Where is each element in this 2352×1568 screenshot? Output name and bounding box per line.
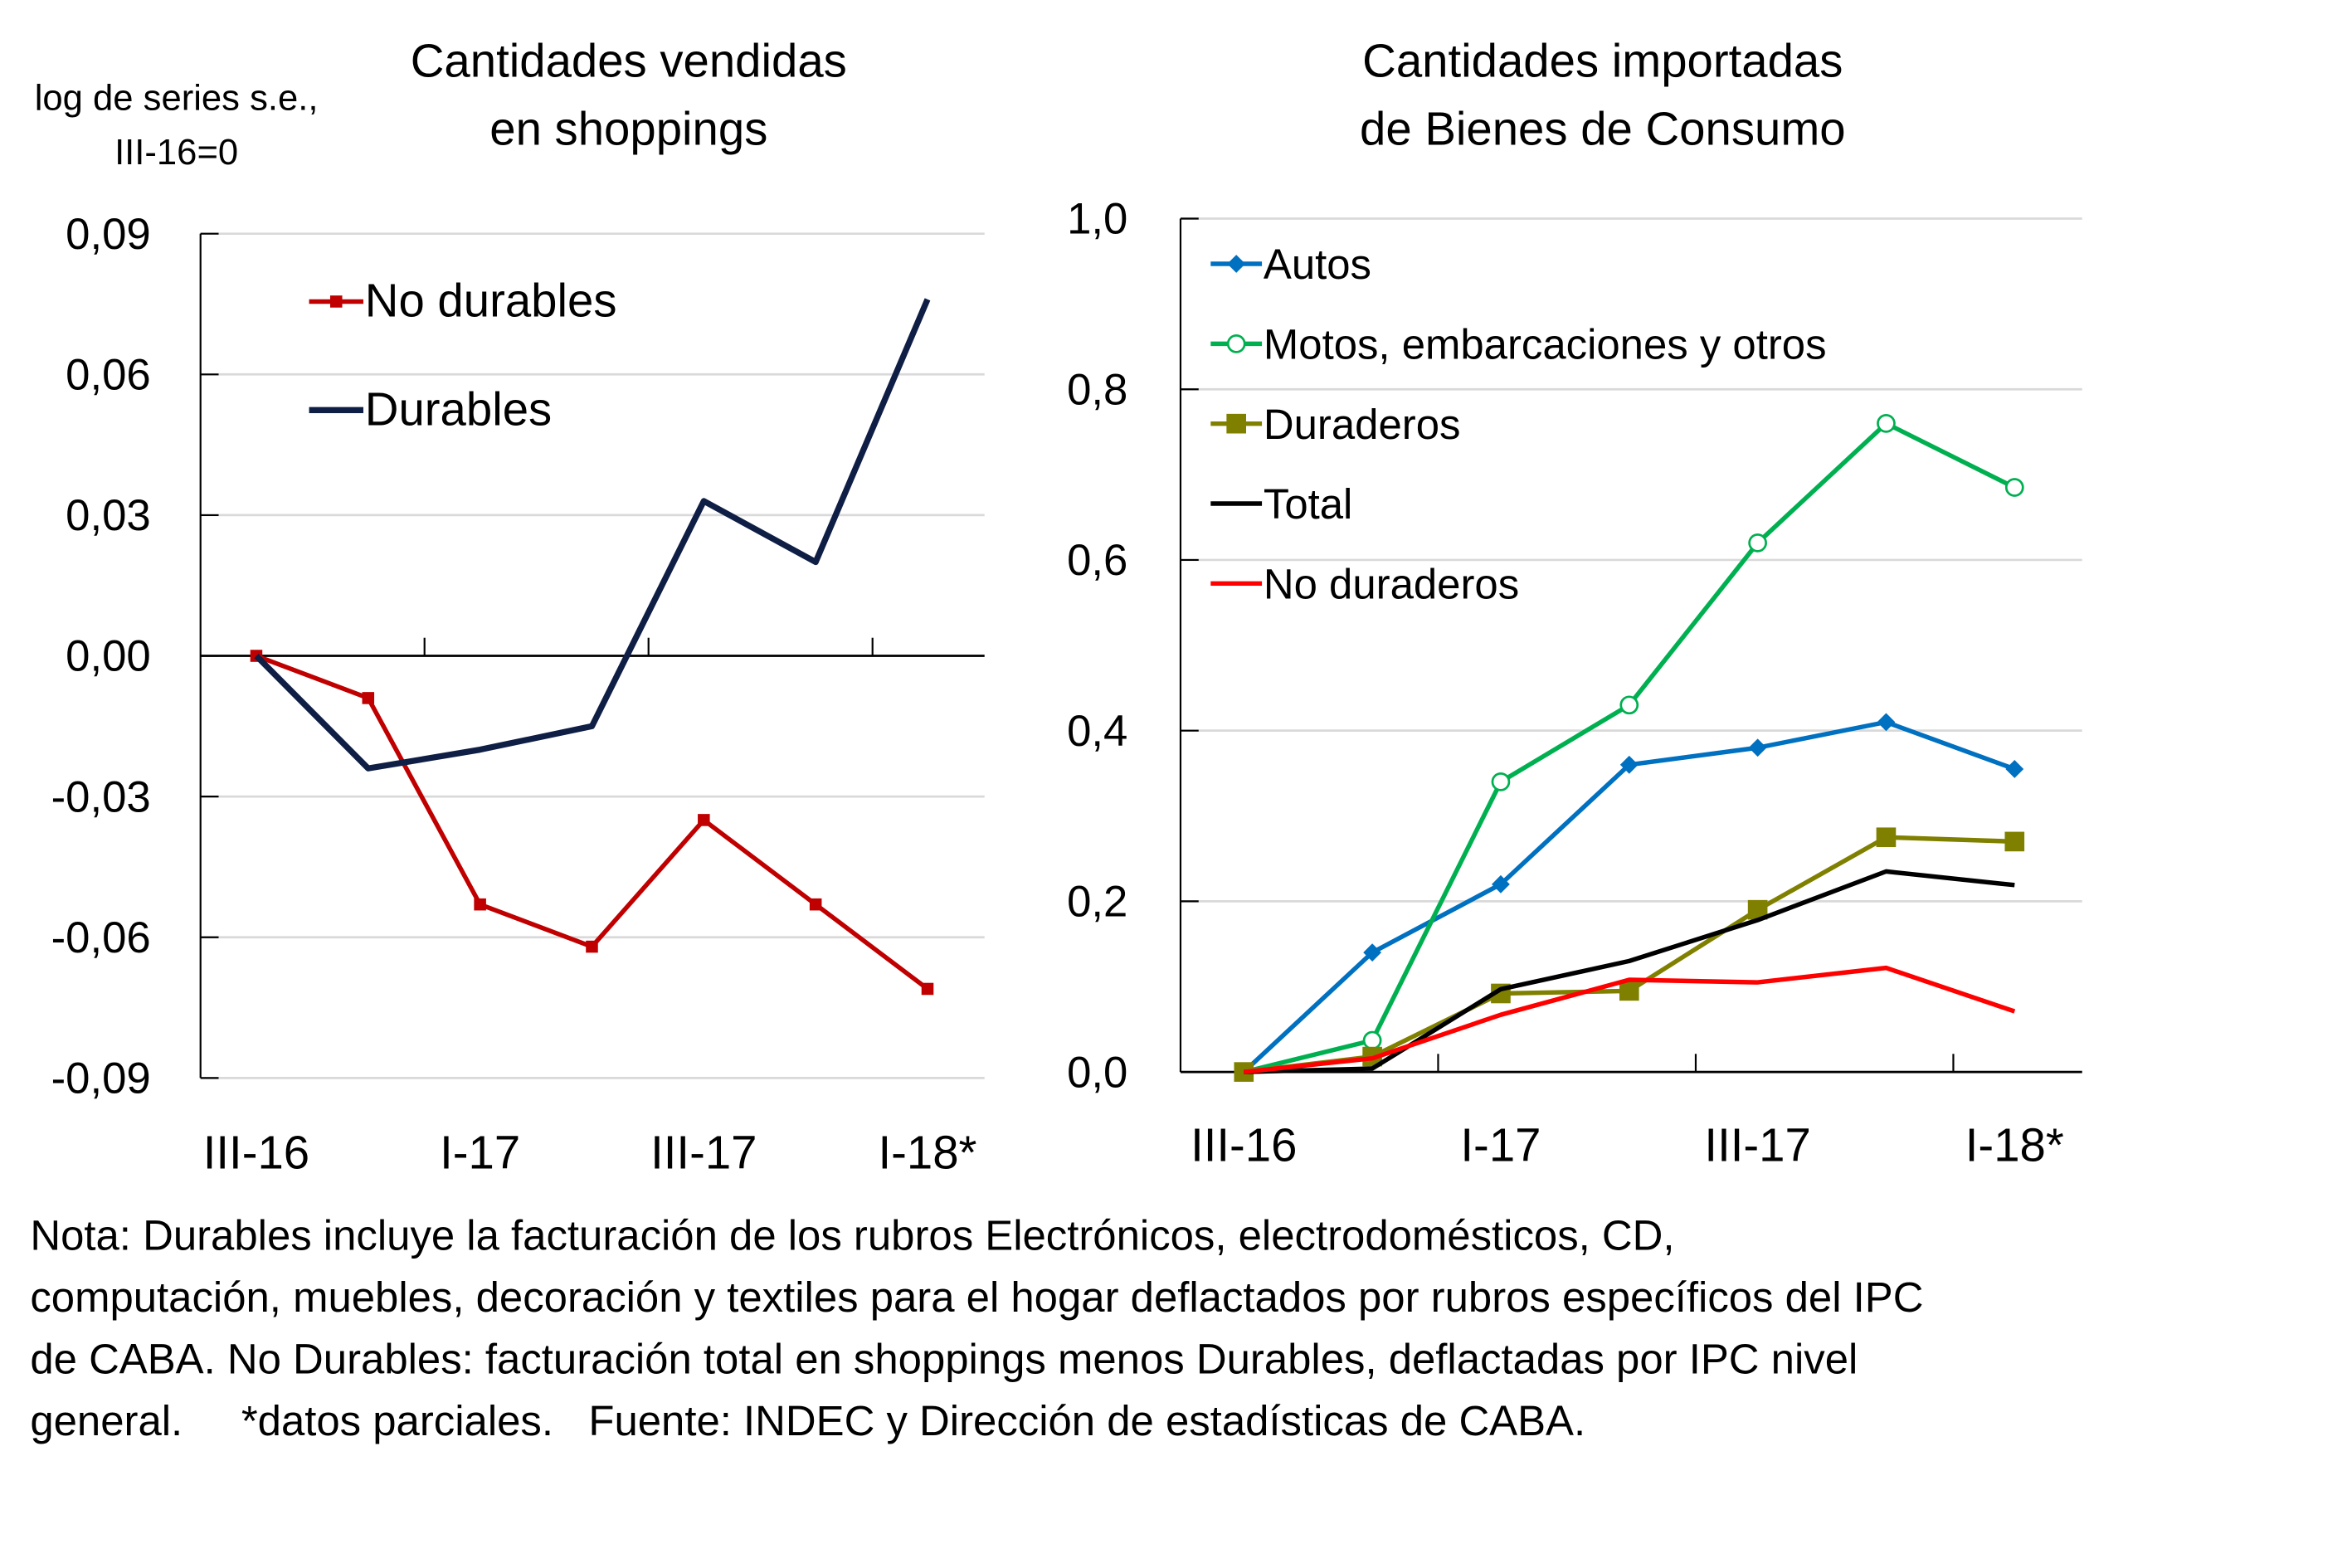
y-tick-label: 0,00 [66, 632, 151, 681]
y-tick-label: 0,03 [66, 491, 151, 540]
legend-item: No durables [309, 275, 617, 327]
x-tick-label: III-16 [1191, 1118, 1297, 1171]
data-point [1226, 413, 1247, 434]
chart-title: Cantidades importadas [1362, 35, 1843, 87]
y-tick-label: 0,4 [1067, 707, 1127, 756]
series-no-duraderos [1243, 965, 2016, 1074]
series-line [1242, 719, 2016, 1074]
legend-item: Duraderos [1210, 401, 1460, 448]
y-tick-label: 1,0 [1067, 195, 1127, 244]
x-tick-label: III-17 [1704, 1118, 1810, 1171]
data-point [1747, 899, 1768, 920]
data-point [921, 982, 934, 996]
data-point [809, 898, 822, 911]
legend-label: Durables [365, 382, 552, 435]
series-line [1243, 421, 2016, 1074]
data-point [2005, 760, 2024, 778]
data-point [2004, 831, 2025, 852]
legend-label: Duraderos [1264, 401, 1461, 448]
y-tick-label: -0,09 [51, 1054, 151, 1103]
x-tick-label: I-18* [879, 1126, 977, 1178]
data-point [1619, 755, 1639, 774]
data-point [1748, 533, 1767, 553]
note-line: de CABA. No Durables: facturación total … [30, 1336, 1858, 1383]
data-point [1876, 827, 1897, 848]
y-axis-label: log de series s.e., [35, 79, 319, 119]
legend-item: Autos [1210, 241, 1371, 288]
series-total [1244, 869, 2015, 1074]
data-point [1748, 738, 1767, 757]
series-line [1243, 965, 2016, 1074]
y-tick-label: 0,06 [66, 350, 151, 399]
data-point [1492, 874, 1510, 894]
y-tick-label: 0,8 [1067, 365, 1127, 414]
chart-title: en shoppings [489, 102, 767, 154]
note-line: Nota: Durables incluye la facturación de… [30, 1212, 1674, 1259]
y-tick-label: 0,6 [1067, 536, 1127, 585]
legend-label: Motos, embarcaciones y otros [1264, 321, 1827, 368]
chart-shoppings: log de series s.e., III-16=0 Cantidades … [35, 35, 985, 1178]
chart-imports: Cantidades importadas de Bienes de Consu… [1067, 35, 2082, 1171]
data-point [1491, 772, 1511, 791]
legend-item: No duraderos [1210, 560, 1519, 607]
data-point [1877, 414, 1896, 433]
data-point [362, 692, 375, 704]
data-point [329, 295, 343, 308]
series-no-durables [250, 650, 934, 996]
legend-label: No durables [365, 275, 617, 327]
y-tick-label: 0,2 [1067, 878, 1127, 927]
series-autos [1234, 713, 2024, 1082]
series-line [254, 298, 931, 772]
series-durables [254, 298, 931, 772]
series-line [255, 653, 929, 991]
legend-item: Motos, embarcaciones y otros [1210, 321, 1827, 368]
data-point [1362, 1030, 1382, 1050]
data-point [698, 814, 710, 826]
legend-label: Autos [1264, 241, 1371, 288]
note-line: general. *datos parciales. Fuente: INDEC… [30, 1397, 1585, 1444]
data-point [2004, 478, 2024, 497]
series-line [1244, 869, 2015, 1074]
y-axis-label: III-16=0 [114, 133, 238, 173]
y-tick-label: -0,03 [51, 772, 151, 821]
chart-title: Cantidades vendidas [411, 35, 847, 87]
data-point [1619, 981, 1639, 1001]
y-tick-label: 0,0 [1067, 1048, 1127, 1097]
legend-label: No duraderos [1264, 560, 1519, 607]
legend-item: Total [1210, 480, 1352, 528]
data-point [1227, 255, 1246, 273]
x-tick-label: III-17 [650, 1126, 757, 1178]
x-tick-label: I-18* [1965, 1118, 2064, 1171]
data-point [1877, 713, 1896, 732]
legend-label: Total [1264, 480, 1352, 528]
x-tick-label: III-16 [203, 1126, 309, 1178]
data-point [474, 898, 486, 911]
y-tick-label: -0,06 [51, 913, 151, 962]
data-point [1619, 695, 1639, 715]
footnote: Nota: Durables incluye la facturación de… [30, 1212, 1923, 1445]
y-tick-label: 0,09 [66, 210, 151, 259]
note-line: computación, muebles, decoración y texti… [30, 1273, 1923, 1321]
data-point [586, 940, 598, 953]
x-tick-label: I-17 [1460, 1118, 1541, 1171]
x-tick-label: I-17 [440, 1126, 520, 1178]
legend-item: Durables [309, 382, 552, 435]
chart-title: de Bienes de Consumo [1360, 102, 1846, 154]
data-point [1226, 334, 1246, 353]
